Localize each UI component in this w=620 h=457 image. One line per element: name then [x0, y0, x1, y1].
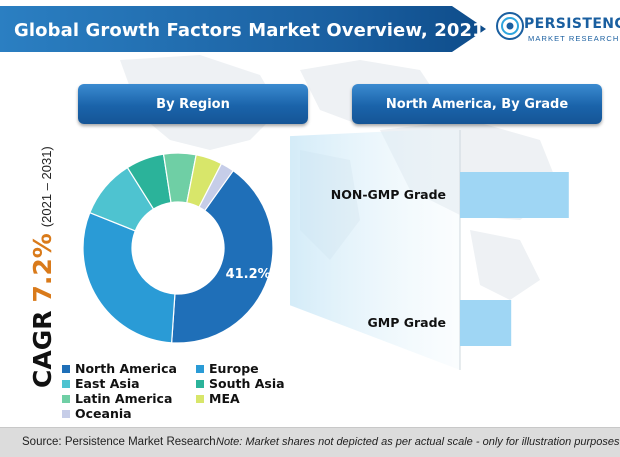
footer-note: Note: Market shares not depicted as per … [216, 436, 620, 448]
logo-brand: PERSISTENCE [524, 16, 620, 32]
section-grade-pill: North America, By Grade [352, 84, 602, 124]
region-donut-chart: 41.2% [82, 152, 274, 344]
cagr-label: CAGR [28, 310, 57, 388]
bar-category-label: NON-GMP Grade [330, 187, 446, 202]
legend-item: MEA [196, 391, 240, 406]
legend-label: Europe [209, 361, 259, 376]
legend-label: South Asia [209, 376, 285, 391]
footer: Source: Persistence Market Research Note… [0, 427, 620, 457]
cagr-value: 7.2% [28, 233, 57, 303]
legend-item: Latin America [62, 391, 172, 406]
legend-label: Oceania [75, 406, 132, 421]
legend-swatch [62, 379, 70, 388]
legend-item: South Asia [196, 376, 285, 391]
donut-slice-oceania [198, 162, 235, 212]
title-banner [0, 6, 486, 52]
legend-swatch [62, 394, 70, 403]
legend-swatch [196, 379, 204, 388]
bar-category-label: GMP Grade [367, 315, 447, 330]
highlight-beam [290, 130, 460, 370]
bar-gmp-grade [460, 300, 512, 346]
legend-swatch [196, 394, 204, 403]
legend-item: Oceania [62, 406, 132, 421]
legend-swatch [196, 364, 204, 373]
legend-label: MEA [209, 391, 240, 406]
logo-spiral-icon [496, 12, 524, 40]
legend-item: East Asia [62, 376, 140, 391]
legend-swatch [62, 409, 70, 418]
section-region-pill: By Region [78, 84, 308, 124]
legend-item: North America [62, 361, 177, 376]
footer-source: Source: Persistence Market Research [22, 436, 216, 448]
legend-label: East Asia [75, 376, 140, 391]
donut-slice-europe [82, 211, 176, 344]
donut-slice-north-america [170, 169, 274, 344]
grade-bar-chart [290, 130, 569, 370]
donut-data-label: 41.2% [226, 267, 271, 282]
persistence-logo [496, 12, 524, 40]
cagr-block: CAGR 7.2% (2021 – 2031) [28, 146, 57, 388]
bar-non-gmp-grade [460, 172, 569, 218]
page-title: Global Growth Factors Market Overview, 2… [14, 20, 485, 41]
logo-tagline: MARKET RESEARCH [528, 34, 620, 43]
cagr-period: (2021 – 2031) [39, 146, 54, 228]
legend-label: Latin America [75, 391, 173, 406]
legend-item: Europe [196, 361, 259, 376]
legend-label: North America [75, 361, 177, 376]
legend-swatch [62, 364, 70, 373]
